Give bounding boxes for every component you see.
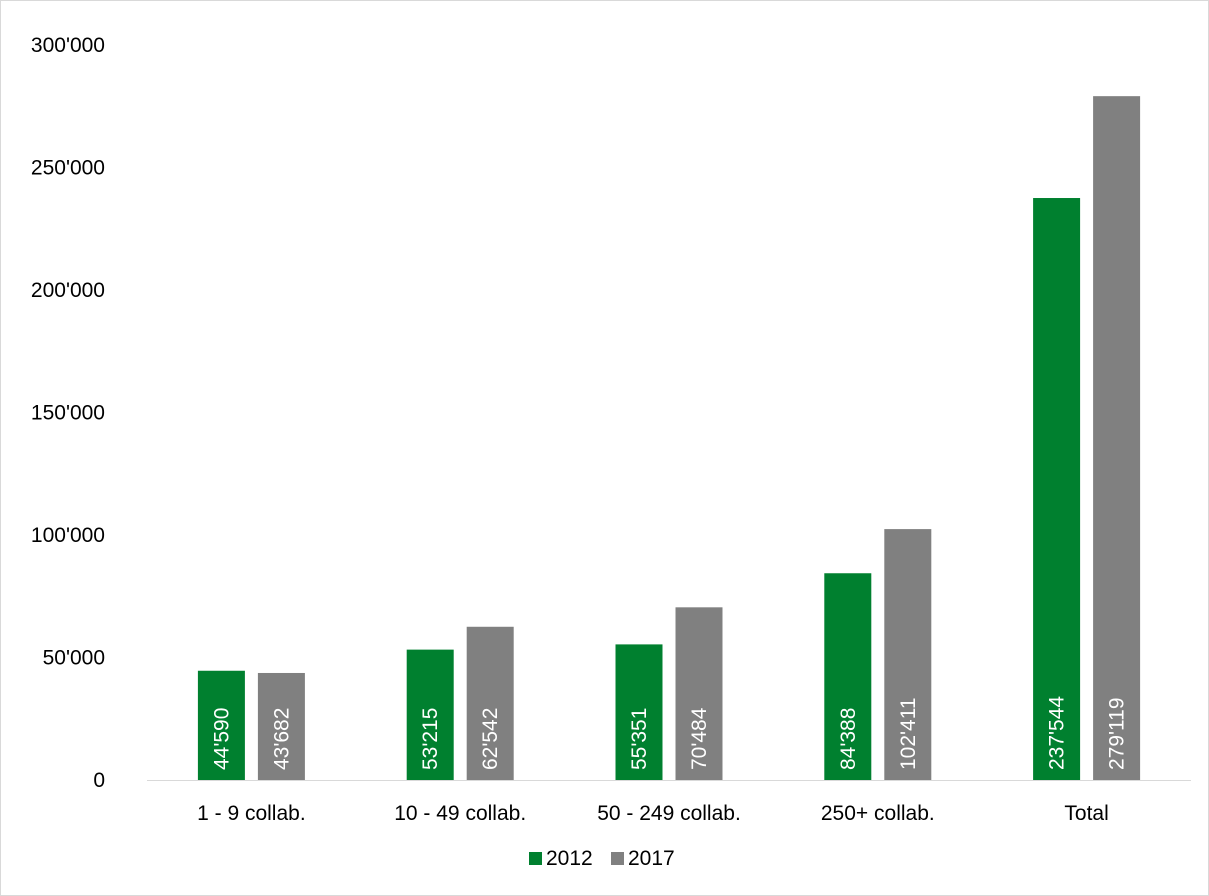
bar-2012[interactable]: [824, 573, 872, 780]
y-tick-label: 50'000: [43, 647, 105, 670]
legend-label-2012: 2012: [546, 847, 593, 870]
legend-label-2017: 2017: [628, 847, 675, 870]
data-label: 102'411: [897, 697, 920, 770]
data-label: 70'484: [688, 707, 711, 770]
data-label: 43'682: [270, 708, 293, 770]
data-label: 237'544: [1046, 696, 1069, 770]
y-tick-label: 0: [93, 769, 105, 792]
legend-swatch-2017: [611, 852, 624, 865]
data-label: 44'590: [210, 708, 233, 770]
y-tick-label: 100'000: [31, 524, 105, 547]
data-label: 53'215: [419, 708, 442, 770]
bar-2012[interactable]: [1033, 198, 1081, 780]
y-tick-label: 150'000: [31, 402, 105, 425]
bar-2012[interactable]: [615, 644, 663, 780]
y-tick-label: 250'000: [31, 157, 105, 180]
data-label: 84'388: [837, 708, 860, 770]
legend-swatch-2012: [529, 852, 542, 865]
bar-2017[interactable]: [257, 672, 305, 780]
bar-2012[interactable]: [406, 649, 454, 780]
bar-2017[interactable]: [675, 607, 723, 780]
bar-2017[interactable]: [466, 626, 514, 780]
bar-2017[interactable]: [884, 529, 932, 780]
y-tick-label: 300'000: [31, 34, 105, 57]
y-tick-label: 200'000: [31, 279, 105, 302]
x-category-label: 1 - 9 collab.: [197, 802, 306, 825]
bar-2017[interactable]: [1093, 96, 1141, 780]
data-label: 62'542: [479, 708, 502, 770]
x-category-label: Total: [1064, 802, 1108, 825]
x-category-label: 50 - 249 collab.: [597, 802, 741, 825]
bar-2012[interactable]: [197, 670, 245, 780]
data-label: 55'351: [628, 708, 651, 770]
x-category-label: 10 - 49 collab.: [394, 802, 526, 825]
x-category-label: 250+ collab.: [821, 802, 935, 825]
data-label: 279'119: [1106, 697, 1129, 770]
